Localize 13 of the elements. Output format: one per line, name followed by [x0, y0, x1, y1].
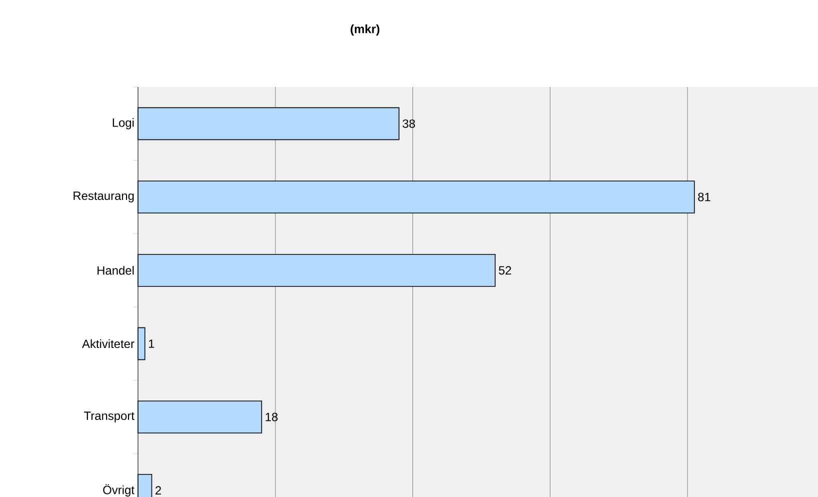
y-tick-label: Handel: [98, 266, 134, 275]
y-tick-label: Transport: [84, 412, 134, 422]
chart-title: (mkr): [350, 24, 380, 36]
data-label: 38: [402, 119, 415, 128]
y-tick-label: Övrigt: [103, 484, 134, 497]
y-tick-label: Logi: [112, 118, 134, 130]
y-tick-label: Aktiviteter: [82, 339, 134, 348]
data-label: 1: [148, 340, 154, 348]
data-label: 18: [266, 412, 278, 422]
data-label: 81: [698, 192, 710, 202]
data-label: 2: [156, 486, 161, 495]
y-tick-label: Restaurang: [74, 192, 134, 202]
data-label: 52: [498, 266, 512, 275]
